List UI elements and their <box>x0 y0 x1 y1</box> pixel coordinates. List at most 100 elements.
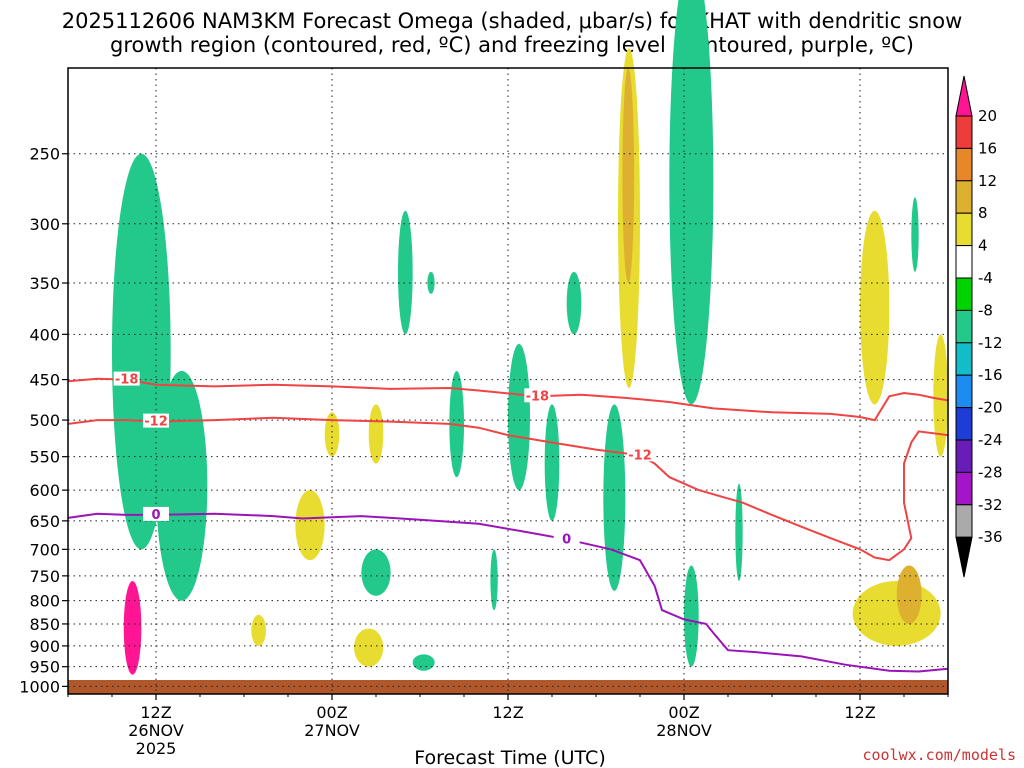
omega-region-4 <box>295 490 325 561</box>
omega-region--8 <box>603 404 626 591</box>
contour-label-bg <box>553 531 580 546</box>
grid-lines <box>68 68 948 694</box>
omega-region--8 <box>735 483 743 581</box>
omega-region-4 <box>368 404 384 464</box>
omega-region-4 <box>324 412 340 457</box>
y-tick-label: 800 <box>29 592 60 611</box>
omega-region-20 <box>123 580 142 675</box>
omega-region--8 <box>669 0 714 405</box>
colorbar-segment <box>955 309 973 344</box>
colorbar-label: -12 <box>978 334 1003 352</box>
contour-line--18 <box>67 377 949 422</box>
x-tick-label: 12Z <box>492 703 523 722</box>
colorbar-segment <box>955 407 973 441</box>
omega-region--8 <box>361 549 391 596</box>
colorbar-label: -28 <box>978 463 1003 481</box>
y-tick-label: 750 <box>29 567 60 586</box>
contour-label-bg <box>113 371 140 386</box>
chart-title-line1: 2025112606 NAM3KM Forecast Omega (shaded… <box>62 9 963 33</box>
colorbar-label: -24 <box>978 431 1003 449</box>
y-tick-label: 600 <box>29 481 60 500</box>
y-tick-label: 950 <box>29 658 60 677</box>
omega-region--8 <box>566 271 582 335</box>
x-tick-label: 12Z <box>140 703 171 722</box>
colorbar-bottom-arrow <box>955 536 973 578</box>
contour-label: 0 <box>562 532 571 547</box>
colorbar-label: -16 <box>978 366 1003 384</box>
colorbar-segment <box>955 147 973 182</box>
omega-region--8 <box>156 370 208 601</box>
x-tick-date: 26NOV <box>128 721 184 740</box>
colorbar-label: -8 <box>978 301 993 319</box>
colorbar-label: 8 <box>978 204 988 222</box>
colorbar-label: -32 <box>978 496 1003 514</box>
y-tick-label: 1000 <box>19 677 60 696</box>
x-tick-label: 12Z <box>844 703 875 722</box>
y-tick-label: 300 <box>29 215 60 234</box>
y-tick-label: 400 <box>29 325 60 344</box>
colorbar-segment <box>955 245 973 279</box>
contour-label: -18 <box>526 389 550 404</box>
temperature-contours: -18 -18 -12 -12 0 0 <box>67 371 949 673</box>
omega-region--8 <box>911 197 919 272</box>
colorbar-segment <box>955 439 973 473</box>
omega-region-8 <box>896 565 922 624</box>
y-tick-label: 450 <box>29 371 60 390</box>
colorbar-top-arrow <box>955 75 973 117</box>
colorbar-segment <box>955 504 973 538</box>
contour-label: -18 <box>115 373 139 388</box>
contour-label-bg <box>143 413 169 428</box>
y-tick-label: 500 <box>29 411 60 430</box>
colorbar-segment <box>955 471 973 506</box>
y-tick-label: 550 <box>29 448 60 467</box>
x-tick-label: 00Z <box>668 703 699 722</box>
colorbar-label: -20 <box>978 399 1003 417</box>
colorbar-label: -4 <box>978 269 993 287</box>
omega-region--8 <box>544 404 560 521</box>
omega-region--8 <box>684 565 699 667</box>
colorbar: 20 16 12 8 4 -4 -8 -12 -16 -20 -24 -28 -32 -36 <box>955 75 1003 578</box>
y-axis: 250 300 350 400 450 500 550 600 650 700 750 800 850 9… <box>19 145 68 696</box>
omega-region-4 <box>251 614 266 646</box>
y-tick-label: 650 <box>29 512 60 531</box>
omega-region-4 <box>852 580 941 646</box>
colorbar-segment <box>955 115 973 149</box>
x-tick-date: 27NOV <box>304 721 360 740</box>
y-tick-label: 250 <box>29 145 60 164</box>
contour-line-0 <box>67 512 949 673</box>
contour-label-bg <box>524 388 551 403</box>
y-tick-label: 700 <box>29 540 60 559</box>
contour-label: 0 <box>151 508 160 523</box>
x-tick-label: 00Z <box>316 703 347 722</box>
colorbar-label: -36 <box>978 528 1003 546</box>
colorbar-segment <box>955 277 973 311</box>
colorbar-label: 20 <box>978 107 997 125</box>
plot-area <box>68 68 948 694</box>
omega-region--8 <box>412 654 435 671</box>
colorbar-segment <box>955 374 973 409</box>
y-tick-label: 900 <box>29 637 60 656</box>
contour-label-bg <box>143 506 169 521</box>
colorbar-label: 12 <box>978 172 997 190</box>
omega-region-8 <box>622 68 635 284</box>
omega-region-4 <box>933 334 949 457</box>
y-tick-label: 350 <box>29 274 60 293</box>
credit-text: coolwx.com/models <box>862 746 1016 764</box>
contour-label: -12 <box>628 448 652 463</box>
terrain-band <box>68 680 948 694</box>
contour-label-bg <box>627 447 653 462</box>
omega-region-4 <box>354 628 384 667</box>
x-tick-year: 2025 <box>136 739 177 758</box>
x-tick-date: 28NOV <box>656 721 712 740</box>
colorbar-segment <box>955 180 973 214</box>
colorbar-label: 16 <box>978 139 997 157</box>
omega-region-4 <box>860 210 890 405</box>
y-tick-label: 850 <box>29 615 60 634</box>
chart-title-line2: growth region (contoured, red, ºC) and f… <box>110 33 914 57</box>
omega-region--8 <box>111 153 171 550</box>
colorbar-segment <box>955 212 973 247</box>
omega-region--8 <box>508 343 530 491</box>
colorbar-segment <box>955 342 973 376</box>
